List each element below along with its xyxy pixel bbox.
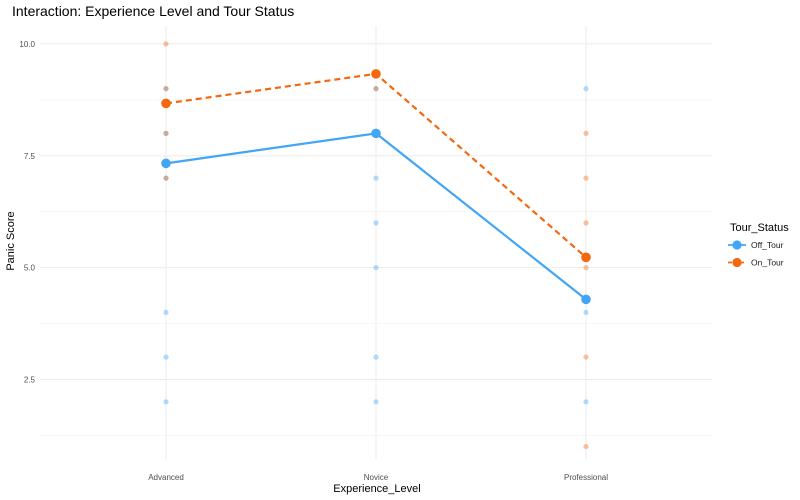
- x-axis-ticks: Advanced Novice Professional: [148, 473, 608, 482]
- data-point: [373, 265, 379, 271]
- data-point: [373, 86, 379, 92]
- data-point: [583, 86, 589, 92]
- data-point: [583, 399, 589, 405]
- y-axis-ticks: 2.5 5.0 7.5 10.0: [19, 40, 35, 385]
- y-tick-label: 7.5: [24, 152, 36, 161]
- grid: [40, 26, 712, 460]
- data-point: [373, 86, 379, 92]
- legend: Tour_Status Off_Tour On_Tour: [728, 222, 789, 268]
- y-axis-title: Panic Score: [5, 211, 17, 270]
- data-point: [163, 41, 169, 47]
- mean-point: [161, 98, 171, 109]
- legend-item: Off_Tour: [728, 240, 784, 250]
- legend-item: On_Tour: [728, 258, 784, 268]
- data-point: [163, 175, 169, 181]
- x-tick-label: Advanced: [148, 473, 184, 482]
- x-tick-label: Novice: [364, 473, 389, 482]
- data-point: [583, 130, 589, 136]
- legend-marker: [732, 240, 742, 250]
- mean-point: [371, 69, 381, 79]
- data-point: [163, 130, 169, 136]
- legend-label: Off_Tour: [751, 240, 784, 250]
- mean-point: [161, 158, 171, 169]
- x-axis-title: Experience_Level: [333, 483, 420, 495]
- data-point: [163, 354, 169, 360]
- data-point: [373, 220, 379, 226]
- legend-marker: [732, 257, 742, 268]
- data-point: [163, 86, 169, 92]
- data-point: [163, 175, 169, 181]
- data-point: [373, 175, 379, 181]
- jitter-points: [163, 41, 589, 450]
- data-point: [583, 354, 589, 360]
- data-point: [163, 399, 169, 405]
- legend-title: Tour_Status: [730, 222, 789, 234]
- data-point: [373, 399, 379, 405]
- data-point: [373, 354, 379, 360]
- mean-point: [371, 128, 381, 139]
- data-point: [583, 175, 589, 181]
- data-point: [583, 309, 589, 315]
- chart-title: Interaction: Experience Level and Tour S…: [12, 3, 294, 19]
- data-point: [583, 443, 589, 450]
- data-point: [163, 130, 169, 136]
- data-point: [583, 220, 589, 226]
- y-tick-label: 10.0: [19, 40, 35, 49]
- mean-points: [161, 69, 591, 305]
- data-point: [163, 309, 169, 315]
- mean-point: [581, 294, 591, 305]
- y-tick-label: 2.5: [24, 375, 36, 384]
- mean-point: [581, 252, 591, 263]
- x-tick-label: Professional: [564, 473, 608, 482]
- legend-label: On_Tour: [751, 258, 784, 268]
- data-point: [163, 86, 169, 92]
- data-point: [583, 265, 589, 271]
- y-tick-label: 5.0: [24, 264, 36, 273]
